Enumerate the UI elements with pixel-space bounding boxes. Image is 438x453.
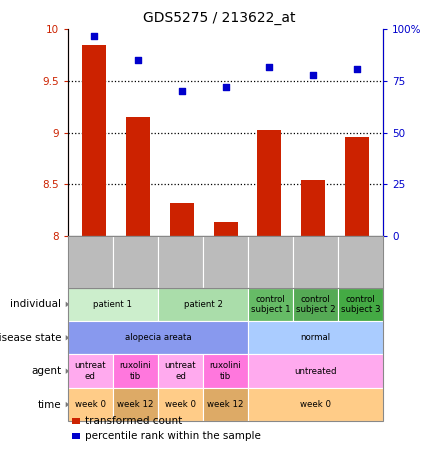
Text: individual: individual bbox=[11, 299, 61, 309]
Text: percentile rank within the sample: percentile rank within the sample bbox=[85, 431, 261, 441]
Text: untreated: untreated bbox=[294, 366, 337, 376]
Bar bbox=[170, 202, 194, 236]
Bar bbox=[82, 45, 106, 236]
Text: control
subject 1: control subject 1 bbox=[251, 294, 290, 314]
Bar bbox=[214, 222, 238, 236]
Text: week 12: week 12 bbox=[207, 400, 244, 409]
Text: ruxolini
tib: ruxolini tib bbox=[210, 361, 241, 381]
Point bbox=[266, 63, 273, 70]
Text: disease state: disease state bbox=[0, 333, 61, 343]
Text: week 0: week 0 bbox=[300, 400, 331, 409]
Point bbox=[222, 83, 229, 91]
Text: untreat
ed: untreat ed bbox=[165, 361, 196, 381]
Text: patient 2: patient 2 bbox=[184, 300, 223, 309]
Text: GDS5275 / 213622_at: GDS5275 / 213622_at bbox=[143, 11, 295, 25]
Bar bbox=[258, 130, 282, 236]
Bar bbox=[126, 117, 150, 236]
Point bbox=[178, 88, 185, 95]
Point bbox=[134, 57, 141, 64]
Point bbox=[91, 32, 98, 39]
Text: week 12: week 12 bbox=[117, 400, 154, 409]
Text: alopecia areata: alopecia areata bbox=[125, 333, 191, 342]
Text: normal: normal bbox=[300, 333, 331, 342]
Text: control
subject 2: control subject 2 bbox=[296, 294, 336, 314]
Point bbox=[353, 65, 360, 72]
Text: transformed count: transformed count bbox=[85, 416, 182, 426]
Text: time: time bbox=[38, 400, 61, 410]
Text: ruxolini
tib: ruxolini tib bbox=[120, 361, 152, 381]
Point bbox=[310, 71, 317, 78]
Text: patient 1: patient 1 bbox=[93, 300, 132, 309]
Bar bbox=[345, 137, 369, 236]
Text: untreat
ed: untreat ed bbox=[74, 361, 106, 381]
Text: agent: agent bbox=[31, 366, 61, 376]
Bar bbox=[301, 180, 325, 236]
Text: week 0: week 0 bbox=[75, 400, 106, 409]
Text: control
subject 3: control subject 3 bbox=[341, 294, 381, 314]
Text: week 0: week 0 bbox=[165, 400, 196, 409]
